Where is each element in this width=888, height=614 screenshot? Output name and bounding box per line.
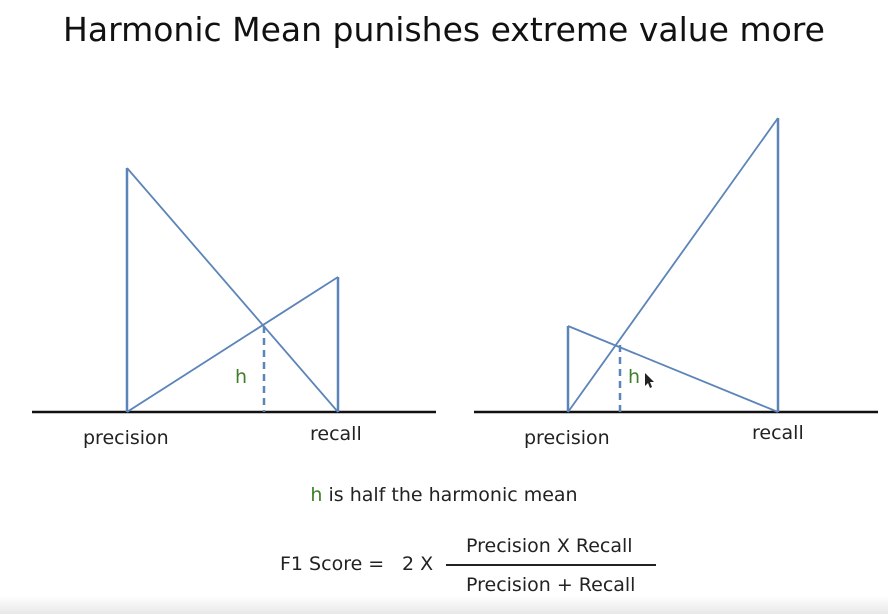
note-text: is half the harmonic mean: [322, 484, 578, 506]
slide-title: Harmonic Mean punishes extreme value mor…: [63, 10, 825, 49]
formula-denominator: Precision + Recall: [466, 574, 636, 596]
right-precision-label: precision: [524, 427, 610, 449]
right-diagonal-from-recall-top: [567, 117, 779, 413]
harmonic-mean-note: h is half the harmonic mean: [0, 484, 888, 506]
formula-multiplier: 2 X: [402, 553, 434, 575]
f1-score-formula: F1 Score = 2 X Precision X Recall Precis…: [280, 530, 680, 600]
right-recall-label: recall: [752, 422, 804, 444]
fraction-bar: [446, 564, 656, 566]
note-h: h: [310, 484, 323, 506]
formula-lhs: F1 Score =: [280, 553, 385, 575]
left-recall-label: recall: [310, 423, 362, 445]
right-diagram: h precision recall: [474, 117, 878, 449]
left-diagonal-from-recall-top: [126, 276, 339, 413]
bottom-shade: [0, 596, 888, 614]
left-diagram: h precision recall: [32, 167, 436, 449]
formula-numerator: Precision X Recall: [466, 535, 633, 557]
mouse-cursor-icon: [645, 373, 654, 388]
right-h-label: h: [628, 366, 640, 388]
left-h-label: h: [235, 366, 247, 388]
left-precision-label: precision: [83, 427, 169, 449]
right-diagonal-from-precision-top: [567, 325, 779, 413]
left-diagonal-from-precision-top: [126, 167, 339, 413]
